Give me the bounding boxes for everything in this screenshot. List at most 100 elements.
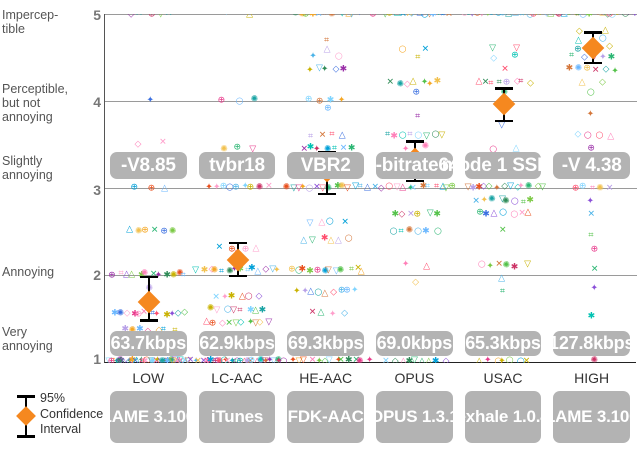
data-point: △ <box>399 356 407 363</box>
data-point: △ <box>409 76 417 87</box>
data-point: ⊕ <box>343 285 351 296</box>
data-point: ◇ <box>262 264 270 275</box>
data-point: ✦ <box>484 14 492 20</box>
confidence-interval-legend: 95% Confidence Interval <box>8 391 104 443</box>
data-point: △ <box>364 182 371 193</box>
data-point: ✺ <box>355 356 364 363</box>
data-point: ○ <box>516 356 525 363</box>
data-point: ✕ <box>308 307 317 318</box>
data-point: ✕ <box>152 356 161 363</box>
data-point: ✕ <box>399 14 407 20</box>
data-point: ⊕ <box>217 95 226 106</box>
data-point: ✦ <box>586 196 595 207</box>
data-point: ◇ <box>134 139 142 150</box>
data-point: ▽ <box>498 120 506 131</box>
y-label-imperceptible: Impercep- tible <box>2 8 86 36</box>
data-point: ○ <box>583 130 592 141</box>
data-point: ⊕ <box>130 182 139 193</box>
data-point: ⌗ <box>322 14 327 18</box>
data-point: ⊕ <box>511 50 519 61</box>
data-point: △ <box>561 14 568 18</box>
data-point: ✱ <box>562 14 570 18</box>
data-point: ✦ <box>356 14 364 19</box>
data-point: ▽ <box>332 266 340 277</box>
data-point: ✦ <box>168 309 176 320</box>
data-point: ✕ <box>371 182 380 193</box>
data-point: ⌗ <box>518 76 524 87</box>
data-point: ▽ <box>316 63 323 74</box>
data-point: ✺ <box>168 226 177 237</box>
data-point: ⌗ <box>619 14 624 18</box>
data-point: ⊕ <box>555 14 563 20</box>
y-tick-5: 5 <box>93 7 101 23</box>
data-point: ⌗ <box>521 14 526 19</box>
data-point: ▽ <box>339 14 346 18</box>
data-point: ▽ <box>299 355 307 363</box>
data-point: ✦ <box>351 285 359 296</box>
data-point: ◇ <box>490 53 498 64</box>
data-point: ✕ <box>481 77 490 88</box>
data-point: ✕ <box>223 356 232 363</box>
data-point: ✺ <box>255 182 264 193</box>
data-point: ⌗ <box>425 181 431 192</box>
data-point: ✱ <box>248 263 256 274</box>
data-point: ⌗ <box>118 268 124 279</box>
data-point: ⌗ <box>218 266 224 277</box>
data-point: ▽ <box>498 194 506 205</box>
data-point: ✺ <box>135 226 143 237</box>
data-point: ✱ <box>298 264 307 275</box>
data-point: ✺ <box>158 356 166 363</box>
data-point: ⌗ <box>519 14 525 20</box>
data-point: ✱ <box>140 356 149 363</box>
data-point: ✱ <box>475 182 483 193</box>
encoder-badge-low: LAME 3.100 <box>102 391 195 443</box>
data-point: ○ <box>431 129 440 140</box>
data-point: △ <box>345 14 352 18</box>
data-point: ✺ <box>336 265 345 276</box>
gridline-5 <box>105 14 637 15</box>
data-point: ◇ <box>127 14 135 20</box>
data-point: ▽ <box>261 356 269 363</box>
data-point: ✺ <box>176 268 184 278</box>
data-point: ○ <box>334 51 343 62</box>
data-point: △ <box>318 217 326 228</box>
data-point: ✦ <box>292 286 301 297</box>
data-point: ⌗ <box>245 265 251 276</box>
data-point: ⊕ <box>413 209 422 220</box>
x-group-label-lc-aac: LC-AAC <box>211 370 263 386</box>
data-point: ✦ <box>498 356 506 363</box>
data-point: ▽ <box>426 14 434 20</box>
data-point: ⌗ <box>496 77 502 88</box>
data-point: ◇ <box>485 181 493 192</box>
data-point: △ <box>338 130 346 141</box>
legend-text: 95% Confidence Interval <box>40 391 103 438</box>
data-point: ○ <box>223 304 232 315</box>
data-point: ✦ <box>265 355 274 363</box>
data-point: ◇ <box>125 356 133 363</box>
data-point: ✦ <box>306 65 314 76</box>
data-point: ▽ <box>176 355 184 363</box>
data-point: ✦ <box>301 286 309 297</box>
data-point: △ <box>425 356 433 363</box>
data-point: ✦ <box>261 356 270 363</box>
error-bar-cap-bottom <box>140 319 159 322</box>
data-point: ✺ <box>210 265 219 276</box>
data-point: ◇ <box>543 14 550 18</box>
data-point: ⌗ <box>149 308 155 319</box>
data-point: ✺ <box>140 268 149 279</box>
data-point: △ <box>334 235 342 246</box>
data-point: ◇ <box>575 26 583 37</box>
data-point: ◇ <box>534 181 542 192</box>
x-group-label-usac: USAC <box>483 370 523 386</box>
data-point: ◇ <box>255 291 263 302</box>
data-point: ⌗ <box>231 356 237 363</box>
data-point: ▽ <box>489 43 497 54</box>
data-point: ○ <box>595 130 604 141</box>
data-point: ⌗ <box>407 129 413 140</box>
data-point: ✕ <box>150 225 159 236</box>
data-point: ◇ <box>403 79 411 90</box>
data-point: ○ <box>220 355 229 363</box>
setting-badge-high: -V 4.38 <box>553 152 630 179</box>
data-point: ◇ <box>602 64 610 75</box>
data-point: ◇ <box>123 308 131 319</box>
